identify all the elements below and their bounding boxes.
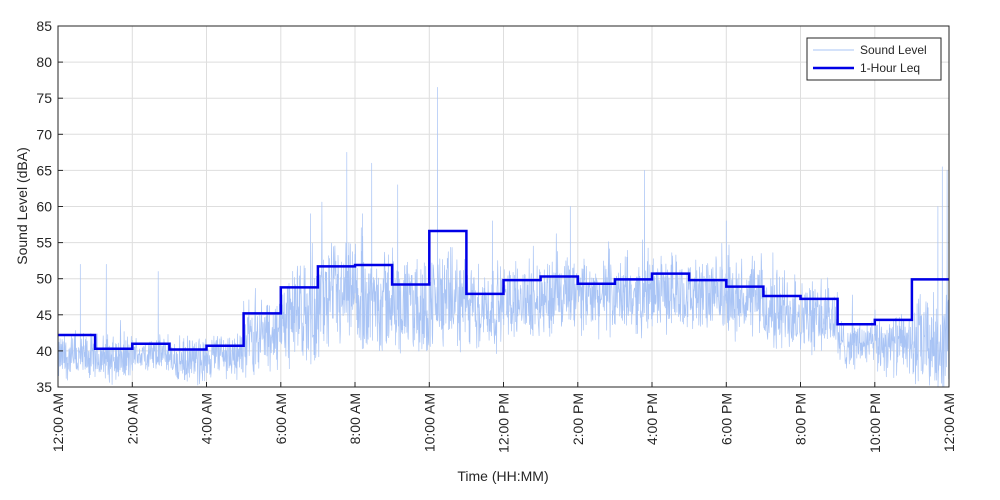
x-tick-label: 10:00 PM [867,393,883,453]
x-tick-label: 2:00 AM [124,393,140,444]
y-tick-label: 75 [36,90,52,106]
sound-level-series [57,87,950,388]
x-tick-label: 8:00 AM [347,393,363,444]
legend: Sound Level 1-Hour Leq [806,37,942,81]
y-tick-label: 50 [36,271,52,287]
legend-label-sound-level: Sound Level [860,43,927,57]
leq-series [58,229,949,351]
x-tick-label: 8:00 PM [793,393,809,445]
y-tick-label: 40 [36,343,52,359]
x-axis-label: Time (HH:MM) [457,468,548,484]
x-tick-label: 6:00 PM [718,393,734,445]
x-tick-label: 12:00 AM [941,393,957,452]
x-tick-label: 12:00 PM [496,393,512,453]
x-tick-label: 2:00 PM [570,393,586,445]
y-tick-label: 45 [36,307,52,323]
y-tick-label: 55 [36,235,52,251]
y-tick-label: 60 [36,199,52,215]
leq-step-line [58,229,949,351]
sound-level-line [57,87,950,388]
y-tick-label: 85 [36,18,52,34]
legend-label-leq: 1-Hour Leq [860,61,920,75]
x-tick-label: 6:00 AM [273,393,289,444]
y-axis-ticks: 35 40 45 50 55 60 65 70 75 80 85 [36,18,63,395]
y-axis-label: Sound Level (dBA) [14,147,30,265]
y-tick-label: 65 [36,162,52,178]
legend-box [806,37,942,81]
x-tick-label: 4:00 PM [644,393,660,445]
x-tick-label: 12:00 AM [50,393,66,452]
y-tick-label: 35 [36,379,52,395]
x-axis-ticks: 12:00 AM 2:00 AM 4:00 AM 6:00 AM 8:00 AM 10:0… [50,382,957,453]
y-tick-label: 70 [36,126,52,142]
y-tick-label: 80 [36,54,52,70]
x-tick-label: 10:00 AM [421,393,437,452]
x-tick-label: 4:00 AM [199,393,215,444]
